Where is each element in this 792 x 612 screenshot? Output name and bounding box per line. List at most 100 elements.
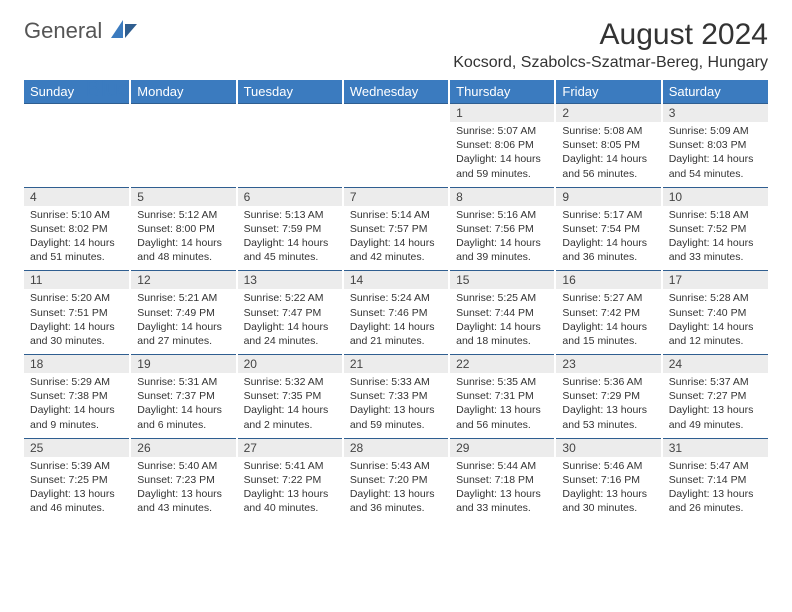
date-number: 6 <box>237 187 343 206</box>
daylight-line: Daylight: 14 hours and 33 minutes. <box>669 236 762 264</box>
sunset-line: Sunset: 8:02 PM <box>30 222 123 236</box>
day-cell: Sunrise: 5:08 AMSunset: 8:05 PMDaylight:… <box>555 122 661 187</box>
day-cell: Sunrise: 5:20 AMSunset: 7:51 PMDaylight:… <box>24 289 130 354</box>
day-cell: Sunrise: 5:44 AMSunset: 7:18 PMDaylight:… <box>449 457 555 522</box>
sunset-line: Sunset: 7:22 PM <box>244 473 336 487</box>
daylight-line: Daylight: 14 hours and 21 minutes. <box>350 320 442 348</box>
data-row: Sunrise: 5:07 AMSunset: 8:06 PMDaylight:… <box>24 122 768 187</box>
sunrise-line: Sunrise: 5:17 AM <box>562 208 654 222</box>
daylight-line: Daylight: 14 hours and 15 minutes. <box>562 320 654 348</box>
day-cell <box>130 122 236 187</box>
daylight-line: Daylight: 14 hours and 54 minutes. <box>669 152 762 180</box>
sunset-line: Sunset: 7:49 PM <box>137 306 229 320</box>
day-cell: Sunrise: 5:17 AMSunset: 7:54 PMDaylight:… <box>555 206 661 271</box>
dow-header: Wednesday <box>343 80 449 104</box>
data-row: Sunrise: 5:10 AMSunset: 8:02 PMDaylight:… <box>24 206 768 271</box>
sunrise-line: Sunrise: 5:46 AM <box>562 459 654 473</box>
sunset-line: Sunset: 8:00 PM <box>137 222 229 236</box>
day-of-week-row: SundayMondayTuesdayWednesdayThursdayFrid… <box>24 80 768 104</box>
sunset-line: Sunset: 7:52 PM <box>669 222 762 236</box>
sunrise-line: Sunrise: 5:07 AM <box>456 124 548 138</box>
daylight-line: Daylight: 14 hours and 36 minutes. <box>562 236 654 264</box>
logo-word-1: General <box>24 18 102 43</box>
calendar-table: SundayMondayTuesdayWednesdayThursdayFrid… <box>24 80 768 521</box>
sunset-line: Sunset: 7:14 PM <box>669 473 762 487</box>
sunrise-line: Sunrise: 5:21 AM <box>137 291 229 305</box>
daylight-line: Daylight: 14 hours and 9 minutes. <box>30 403 123 431</box>
sunset-line: Sunset: 7:18 PM <box>456 473 548 487</box>
logo: General Blue <box>24 18 137 44</box>
sunset-line: Sunset: 8:03 PM <box>669 138 762 152</box>
date-number: 11 <box>24 271 130 290</box>
date-number-row: 11121314151617 <box>24 271 768 290</box>
day-cell <box>24 122 130 187</box>
date-number: 12 <box>130 271 236 290</box>
day-cell <box>237 122 343 187</box>
sunrise-line: Sunrise: 5:20 AM <box>30 291 123 305</box>
title-block: August 2024 Kocsord, Szabolcs-Szatmar-Be… <box>453 18 768 72</box>
day-cell: Sunrise: 5:29 AMSunset: 7:38 PMDaylight:… <box>24 373 130 438</box>
sunset-line: Sunset: 7:23 PM <box>137 473 229 487</box>
sunrise-line: Sunrise: 5:33 AM <box>350 375 442 389</box>
sunrise-line: Sunrise: 5:28 AM <box>669 291 762 305</box>
date-number <box>343 104 449 123</box>
location: Kocsord, Szabolcs-Szatmar-Bereg, Hungary <box>453 54 768 72</box>
dow-header: Tuesday <box>237 80 343 104</box>
sunrise-line: Sunrise: 5:25 AM <box>456 291 548 305</box>
day-cell: Sunrise: 5:31 AMSunset: 7:37 PMDaylight:… <box>130 373 236 438</box>
date-number: 30 <box>555 438 661 457</box>
date-number: 24 <box>662 355 768 374</box>
sunset-line: Sunset: 7:46 PM <box>350 306 442 320</box>
sunrise-line: Sunrise: 5:37 AM <box>669 375 762 389</box>
date-number: 4 <box>24 187 130 206</box>
date-number-row: 123 <box>24 104 768 123</box>
sunrise-line: Sunrise: 5:32 AM <box>244 375 336 389</box>
day-cell: Sunrise: 5:43 AMSunset: 7:20 PMDaylight:… <box>343 457 449 522</box>
date-number: 10 <box>662 187 768 206</box>
date-number: 25 <box>24 438 130 457</box>
sunset-line: Sunset: 7:35 PM <box>244 389 336 403</box>
sunset-line: Sunset: 7:33 PM <box>350 389 442 403</box>
date-number: 16 <box>555 271 661 290</box>
sunset-line: Sunset: 7:54 PM <box>562 222 654 236</box>
dow-header: Thursday <box>449 80 555 104</box>
data-row: Sunrise: 5:39 AMSunset: 7:25 PMDaylight:… <box>24 457 768 522</box>
header: General Blue August 2024 Kocsord, Szabol… <box>24 18 768 72</box>
sunset-line: Sunset: 7:20 PM <box>350 473 442 487</box>
day-cell: Sunrise: 5:13 AMSunset: 7:59 PMDaylight:… <box>237 206 343 271</box>
sunset-line: Sunset: 7:16 PM <box>562 473 654 487</box>
date-number: 1 <box>449 104 555 123</box>
sunrise-line: Sunrise: 5:16 AM <box>456 208 548 222</box>
day-cell <box>343 122 449 187</box>
sunrise-line: Sunrise: 5:10 AM <box>30 208 123 222</box>
day-cell: Sunrise: 5:14 AMSunset: 7:57 PMDaylight:… <box>343 206 449 271</box>
day-cell: Sunrise: 5:10 AMSunset: 8:02 PMDaylight:… <box>24 206 130 271</box>
sunrise-line: Sunrise: 5:31 AM <box>137 375 229 389</box>
logo-sail-icon <box>111 18 137 43</box>
daylight-line: Daylight: 14 hours and 51 minutes. <box>30 236 123 264</box>
daylight-line: Daylight: 13 hours and 43 minutes. <box>137 487 229 515</box>
daylight-line: Daylight: 14 hours and 18 minutes. <box>456 320 548 348</box>
day-cell: Sunrise: 5:32 AMSunset: 7:35 PMDaylight:… <box>237 373 343 438</box>
daylight-line: Daylight: 13 hours and 40 minutes. <box>244 487 336 515</box>
data-row: Sunrise: 5:20 AMSunset: 7:51 PMDaylight:… <box>24 289 768 354</box>
logo-word-2: Blue <box>86 76 130 102</box>
date-number: 20 <box>237 355 343 374</box>
date-number: 5 <box>130 187 236 206</box>
daylight-line: Daylight: 13 hours and 46 minutes. <box>30 487 123 515</box>
daylight-line: Daylight: 14 hours and 48 minutes. <box>137 236 229 264</box>
day-cell: Sunrise: 5:25 AMSunset: 7:44 PMDaylight:… <box>449 289 555 354</box>
date-number: 15 <box>449 271 555 290</box>
sunset-line: Sunset: 7:56 PM <box>456 222 548 236</box>
day-cell: Sunrise: 5:27 AMSunset: 7:42 PMDaylight:… <box>555 289 661 354</box>
sunrise-line: Sunrise: 5:22 AM <box>244 291 336 305</box>
sunset-line: Sunset: 7:25 PM <box>30 473 123 487</box>
sunrise-line: Sunrise: 5:14 AM <box>350 208 442 222</box>
day-cell: Sunrise: 5:46 AMSunset: 7:16 PMDaylight:… <box>555 457 661 522</box>
date-number: 13 <box>237 271 343 290</box>
sunset-line: Sunset: 7:59 PM <box>244 222 336 236</box>
sunset-line: Sunset: 7:38 PM <box>30 389 123 403</box>
date-number: 26 <box>130 438 236 457</box>
day-cell: Sunrise: 5:39 AMSunset: 7:25 PMDaylight:… <box>24 457 130 522</box>
sunrise-line: Sunrise: 5:13 AM <box>244 208 336 222</box>
